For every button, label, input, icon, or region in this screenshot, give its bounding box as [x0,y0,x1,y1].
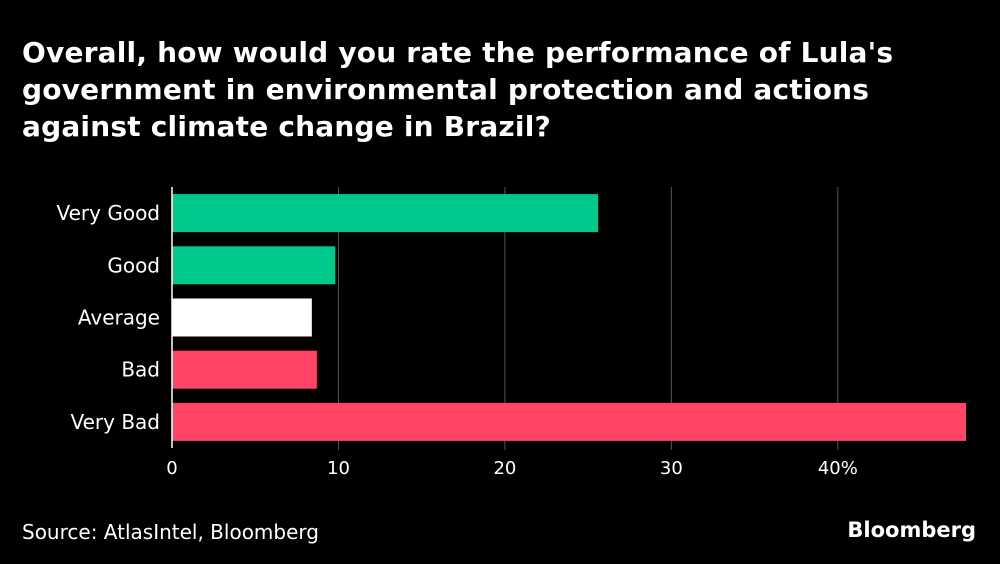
bar-good [172,246,336,285]
category-label-good: Good [107,253,160,277]
x-tick-label-40: 40% [818,458,858,479]
category-label-very-bad: Very Bad [70,410,160,434]
category-label-average: Average [78,306,160,330]
x-tick-labels: 0 10 20 30 40% [166,458,858,479]
category-label-very-good: Very Good [56,201,160,225]
bar-very-bad [172,402,966,441]
bar-bad [172,350,317,389]
x-tick-label-20: 20 [493,458,516,479]
chart-title: Overall, how would you rate the performa… [22,36,894,143]
x-tick-label-0: 0 [166,458,177,479]
category-label-bad: Bad [121,358,160,382]
brand-logo: Bloomberg [847,518,976,542]
bar-average [172,298,312,337]
source-note: Source: AtlasIntel, Bloomberg [22,520,319,544]
bars [172,194,966,441]
x-tick-label-30: 30 [660,458,683,479]
bar-very-good [172,194,599,233]
category-labels: Very Good Good Average Bad Very Bad [56,201,160,434]
x-tick-label-10: 10 [327,458,350,479]
